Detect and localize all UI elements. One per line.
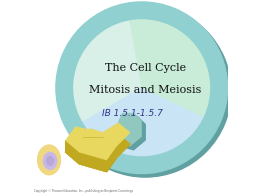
Polygon shape [66,138,116,172]
Polygon shape [79,152,107,172]
Ellipse shape [43,152,57,170]
Ellipse shape [37,145,61,175]
Polygon shape [116,113,142,146]
Polygon shape [107,146,116,172]
Wedge shape [73,20,142,122]
Polygon shape [120,117,145,150]
Polygon shape [66,123,130,160]
Ellipse shape [46,156,54,166]
Polygon shape [83,129,103,136]
Text: The Cell Cycle: The Cell Cycle [105,63,186,73]
Text: Copyright © Pearson Education, Inc., publishing as Benjamin Cummings: Copyright © Pearson Education, Inc., pub… [34,189,133,193]
Wedge shape [82,88,204,157]
Text: Mitosis and Meiosis: Mitosis and Meiosis [89,85,202,95]
Text: IB 1.5.1-1.5.7: IB 1.5.1-1.5.7 [101,109,162,118]
Polygon shape [66,140,79,164]
Wedge shape [130,19,211,117]
Polygon shape [66,135,130,172]
